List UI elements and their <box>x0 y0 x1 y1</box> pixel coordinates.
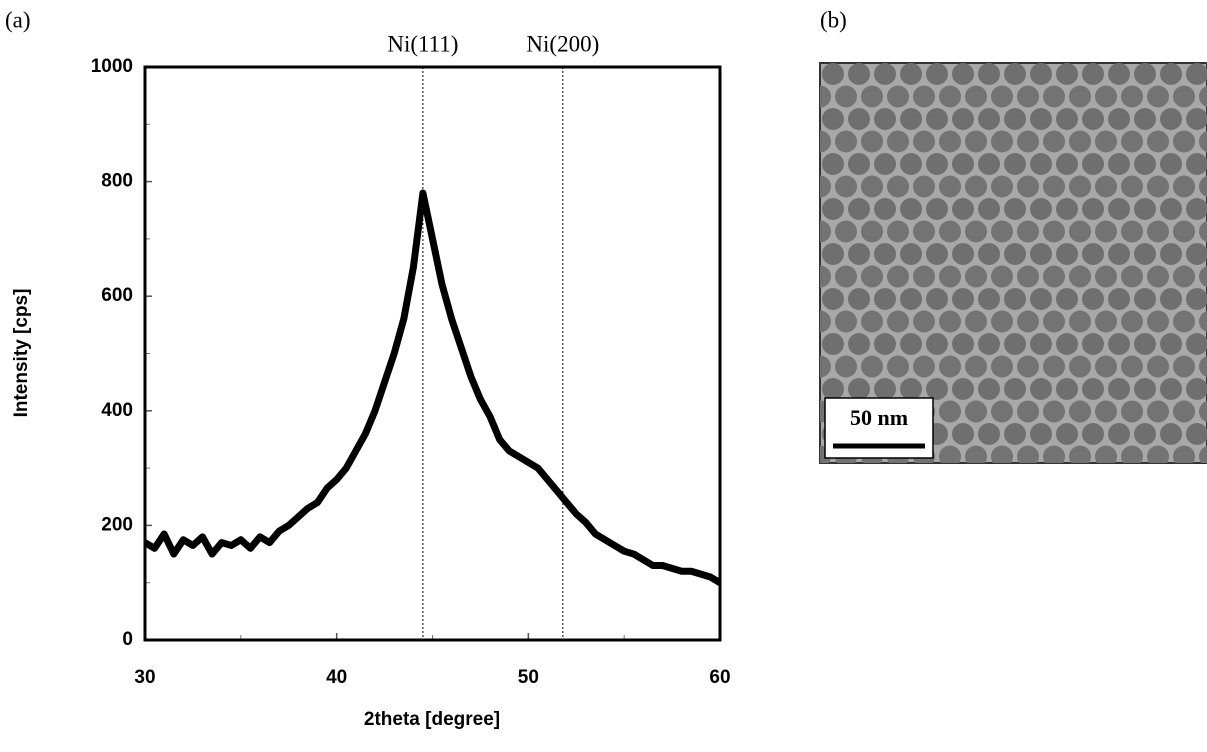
y-tick-label: 400 <box>101 400 133 421</box>
y-tick-label: 1000 <box>91 56 133 77</box>
image-panel: (b) 50 nm <box>819 7 1207 464</box>
x-tick-label: 60 <box>709 667 730 688</box>
plot-frame <box>143 65 722 642</box>
x-tick-label: 40 <box>326 667 347 688</box>
scale-bar-label: 50 nm <box>850 405 908 430</box>
particles <box>820 63 1207 463</box>
annotation: Ni(200) <box>526 31 599 56</box>
x-axis-label: 2theta [degree] <box>364 709 500 730</box>
panel-label: (a) <box>5 7 31 32</box>
y-tick-label: 200 <box>101 514 133 535</box>
y-axis-label: Intensity [cps] <box>11 289 32 418</box>
annotation: Ni(111) <box>387 31 458 56</box>
panel-label: (b) <box>820 7 847 32</box>
y-tick-label: 0 <box>122 629 133 650</box>
y-tick-label: 600 <box>101 285 133 306</box>
y-tick-label: 800 <box>101 171 133 192</box>
data-line <box>143 189 722 586</box>
x-tick-label: 50 <box>518 667 539 688</box>
x-tick-label: 30 <box>134 667 155 688</box>
